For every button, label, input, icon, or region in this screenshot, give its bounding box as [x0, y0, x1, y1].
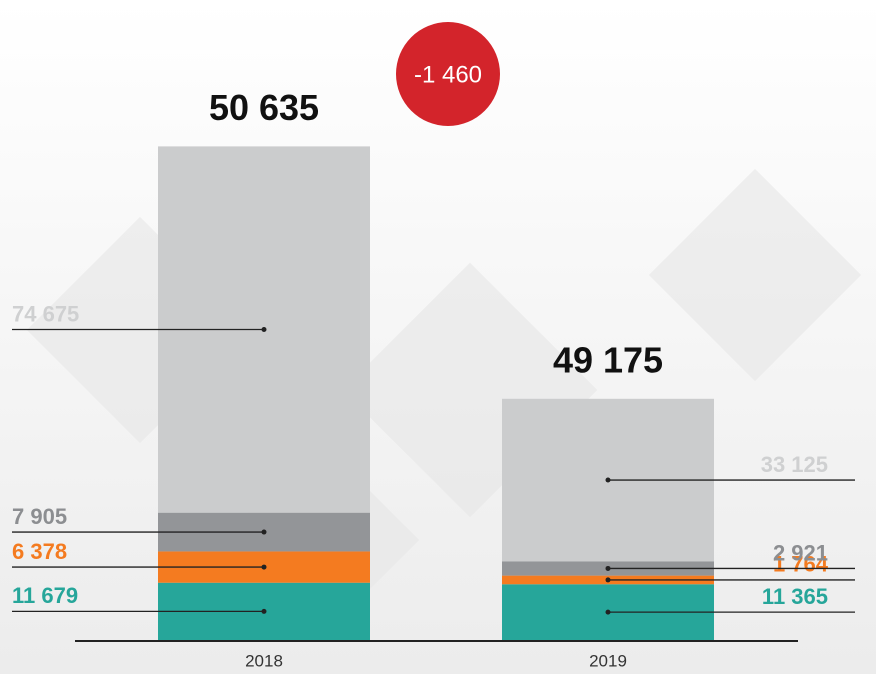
leader-dot — [605, 477, 611, 483]
leader-dot — [261, 327, 267, 333]
value-label: 7 905 — [12, 504, 67, 529]
x-tick-label: 2019 — [589, 651, 627, 670]
value-label: 11 365 — [762, 584, 828, 609]
total-label: 49 175 — [553, 339, 663, 380]
leader-dot — [605, 577, 611, 583]
value-label: 74 675 — [12, 301, 79, 326]
value-label: 1 764 — [773, 552, 829, 577]
leader-dot — [261, 564, 267, 570]
leader-dot — [261, 529, 267, 535]
plot: 11 679 6 378 7 905 74 675 50 635 2018 11 365 1 … — [12, 22, 855, 670]
leader-dot — [605, 609, 611, 615]
total-label: 50 635 — [209, 87, 319, 128]
value-label: 6 378 — [12, 539, 67, 564]
leader-dot — [605, 565, 611, 571]
value-label: 11 679 — [12, 583, 78, 608]
difference-badge — [396, 22, 500, 126]
difference-label: -1 460 — [414, 61, 482, 88]
leader-dot — [261, 608, 267, 614]
x-tick-label: 2018 — [245, 651, 283, 670]
value-label: 33 125 — [761, 452, 828, 477]
value-label: 2 921 — [773, 540, 828, 565]
